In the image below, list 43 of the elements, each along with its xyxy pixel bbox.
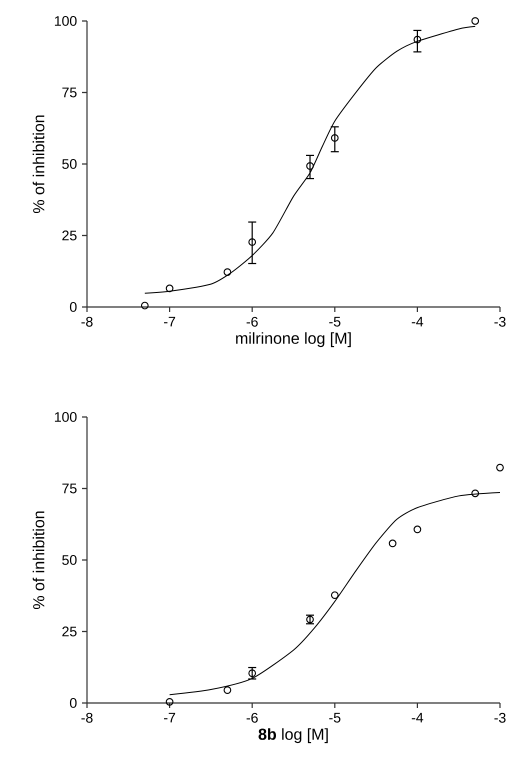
x-tick-label: -4 [412,712,424,722]
y-axis-title: % of inhibition [32,115,44,214]
point [414,36,422,44]
x-tick-label: -6 [246,316,258,327]
x-tick-label: -6 [246,712,258,723]
point [306,162,314,170]
point [140,302,149,310]
point [166,698,174,706]
point [471,490,480,498]
point [248,669,256,678]
point [471,17,480,25]
x-axis-title: 8b log [M] [258,728,328,744]
point [388,540,396,548]
line-series [169,492,500,696]
y-tick-label: 25 [62,230,77,240]
x-tick-label: -8 [81,712,93,723]
y-tick-label: 0 [70,698,77,708]
x-tick-label: -5 [329,712,340,723]
y-tick-label: 50 [62,159,77,169]
x-tick-label: -3 [494,316,506,327]
y-axis-title: % of inhibition [32,511,44,610]
x-tick-label: -8 [81,316,93,327]
point [330,591,339,600]
point [414,526,422,534]
point [330,134,339,142]
y-tick-label: 75 [62,88,77,98]
y-tick-label: 75 [62,484,77,494]
x-tick-label: -5 [329,316,340,327]
point [224,268,232,276]
x-axis-title: milrinone log [M] [236,332,351,348]
y-tick-label: 100 [54,412,77,422]
point [166,284,174,292]
y-tick-label: 50 [62,555,77,565]
x-tick-label: -7 [164,316,176,326]
x-tick-label: -3 [494,712,506,723]
point [496,464,504,472]
x-tick-label: -4 [412,316,424,326]
y-tick-label: 25 [62,626,77,636]
y-tick-label: 0 [70,302,77,312]
point [248,238,256,246]
x-tick-label: -7 [164,712,176,722]
y-tick-label: 100 [54,16,77,26]
point [224,686,232,694]
